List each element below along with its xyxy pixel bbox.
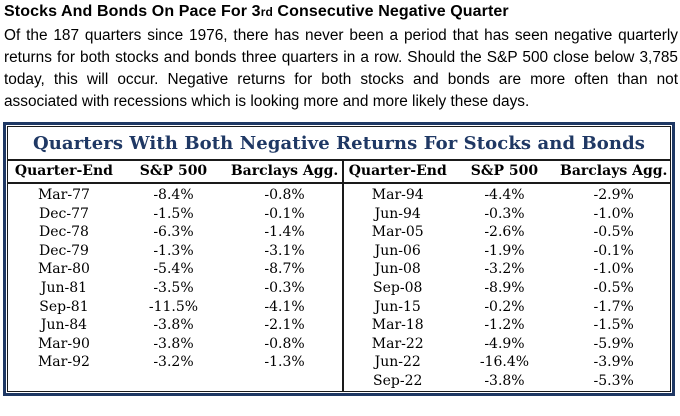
sp500-cell: -8.4% bbox=[153, 187, 194, 203]
quarter-end-cell: Dec-78 bbox=[38, 224, 89, 241]
sp500-cell: -4.9% bbox=[484, 335, 525, 352]
sp500-cell: -3.8% bbox=[153, 317, 194, 334]
barclays-cell: -0.1% bbox=[227, 204, 344, 224]
table-row: Dec-78 -6.3% -1.4% Mar-05 -2.6% -0.5% bbox=[8, 223, 670, 242]
sp500-cell: -3.2% bbox=[484, 261, 525, 278]
sp500-cell: -11.5% bbox=[148, 298, 199, 315]
barclays-cell: -1.5% bbox=[593, 317, 634, 334]
heading-text-end: Consecutive Negative Quarter bbox=[272, 3, 509, 20]
barclays-cell: -1.4% bbox=[227, 223, 344, 242]
header-barclays-right: Barclays Agg. bbox=[557, 160, 670, 184]
barclays-cell: -0.3% bbox=[227, 278, 344, 298]
returns-table-frame: Quarters With Both Negative Returns For … bbox=[3, 122, 675, 396]
sp500-cell: -1.2% bbox=[484, 317, 525, 334]
quarter-end-cell: Dec-79 bbox=[38, 242, 89, 259]
barclays-cell: -1.0% bbox=[593, 261, 634, 278]
barclays-cell: -0.8% bbox=[227, 334, 344, 354]
table-row: Sep-81 -11.5% -4.1% Jun-15 -0.2% -1.7% bbox=[8, 297, 670, 317]
barclays-cell: -2.9% bbox=[593, 187, 634, 203]
quarter-end-cell: Mar-22 bbox=[371, 335, 424, 352]
table-row: Jun-84 -3.8% -2.1% Mar-18 -1.2% -1.5% bbox=[8, 316, 670, 335]
table-row: Mar-92 -3.2% -1.3% Jun-22 -16.4% -3.9% bbox=[8, 353, 670, 372]
header-barclays-left: Barclays Agg. bbox=[227, 160, 344, 184]
barclays-cell: -1.3% bbox=[227, 353, 344, 372]
quarter-end-cell: Mar-18 bbox=[371, 317, 424, 334]
quarter-end-cell: Mar-77 bbox=[37, 187, 90, 203]
quarter-end-cell: Jun-15 bbox=[374, 298, 421, 315]
table-header-row: Quarter-End S&P 500 Barclays Agg. Quarte… bbox=[8, 160, 670, 184]
quarter-end-cell: Dec-77 bbox=[38, 205, 89, 222]
sp500-cell: -1.9% bbox=[484, 242, 525, 259]
table-row: Sep-22 -3.8% -5.3% bbox=[8, 371, 670, 391]
sp500-cell: -4.4% bbox=[484, 187, 525, 203]
table-row: Mar-77 -8.4% -0.8% Mar-94 -4.4% -2.9% bbox=[8, 183, 670, 205]
table-title-row: Quarters With Both Negative Returns For … bbox=[8, 127, 670, 161]
table-title: Quarters With Both Negative Returns For … bbox=[8, 127, 670, 161]
quarter-end-cell: Jun-94 bbox=[374, 205, 421, 222]
sp500-cell: -3.8% bbox=[153, 335, 194, 352]
table-row: Dec-77 -1.5% -0.1% Jun-94 -0.3% -1.0% bbox=[8, 204, 670, 224]
empty-cell bbox=[8, 372, 120, 391]
quarter-end-cell: Sep-22 bbox=[373, 372, 423, 389]
header-quarter-end-left: Quarter-End bbox=[8, 160, 120, 184]
quarter-end-cell: Jun-84 bbox=[40, 317, 88, 334]
barclays-cell: -0.1% bbox=[593, 242, 634, 259]
quarter-end-cell: Mar-92 bbox=[37, 354, 90, 371]
quarter-end-cell: Jun-08 bbox=[374, 261, 421, 278]
quarter-end-cell: Sep-08 bbox=[373, 279, 423, 296]
quarter-end-cell: Mar-90 bbox=[37, 335, 90, 352]
sp500-cell: -3.2% bbox=[153, 354, 194, 371]
sp500-cell: -8.9% bbox=[484, 279, 525, 296]
empty-cell bbox=[227, 371, 344, 391]
sp500-cell: -1.3% bbox=[153, 242, 194, 259]
sp500-cell: -3.5% bbox=[153, 279, 194, 296]
quarter-end-cell: Jun-06 bbox=[374, 242, 421, 259]
empty-cell bbox=[120, 372, 227, 391]
quarter-end-cell: Mar-94 bbox=[371, 187, 424, 203]
sp500-cell: -16.4% bbox=[479, 354, 530, 371]
header-quarter-end-right: Quarter-End bbox=[342, 160, 452, 184]
barclays-cell: -2.1% bbox=[227, 316, 344, 335]
sp500-cell: -6.3% bbox=[153, 224, 194, 241]
barclays-cell: -8.7% bbox=[227, 260, 344, 279]
barclays-cell: -0.5% bbox=[593, 279, 634, 296]
sp500-cell: -1.5% bbox=[153, 205, 194, 222]
barclays-cell: -5.3% bbox=[593, 372, 634, 389]
quarter-end-cell: Jun-81 bbox=[40, 279, 88, 296]
barclays-cell: -0.5% bbox=[593, 224, 634, 241]
barclays-cell: -3.9% bbox=[593, 354, 634, 371]
heading-ordinal: rd bbox=[260, 5, 273, 19]
barclays-cell: -5.9% bbox=[593, 335, 634, 352]
barclays-cell: -3.1% bbox=[227, 241, 344, 261]
barclays-cell: -1.7% bbox=[593, 298, 634, 315]
article-paragraph: Of the 187 quarters since 1976, there ha… bbox=[4, 27, 678, 110]
table-row: Mar-80 -5.4% -8.7% Jun-08 -3.2% -1.0% bbox=[8, 260, 670, 279]
table-row: Jun-81 -3.5% -0.3% Sep-08 -8.9% -0.5% bbox=[8, 278, 670, 298]
article-heading: Stocks And Bonds On Pace For 3rd Consecu… bbox=[4, 3, 677, 21]
quarter-end-cell: Mar-80 bbox=[37, 261, 90, 278]
negative-quarters-table: Quarters With Both Negative Returns For … bbox=[8, 127, 670, 391]
returns-table-inner-frame: Quarters With Both Negative Returns For … bbox=[7, 126, 671, 392]
barclays-cell: -1.0% bbox=[593, 205, 634, 222]
table-row: Dec-79 -1.3% -3.1% Jun-06 -1.9% -0.1% bbox=[8, 241, 670, 261]
barclays-cell: -4.1% bbox=[227, 297, 344, 317]
sp500-cell: -5.4% bbox=[153, 261, 194, 278]
sp500-cell: -2.6% bbox=[484, 224, 525, 241]
table-row: Mar-90 -3.8% -0.8% Mar-22 -4.9% -5.9% bbox=[8, 334, 670, 354]
barclays-cell: -0.8% bbox=[227, 183, 344, 205]
header-sp500-left: S&P 500 bbox=[119, 160, 228, 184]
quarter-end-cell: Mar-05 bbox=[371, 224, 424, 241]
header-sp500-right: S&P 500 bbox=[451, 160, 558, 184]
quarter-end-cell: Jun-22 bbox=[374, 354, 421, 371]
sp500-cell: -0.3% bbox=[484, 205, 525, 222]
sp500-cell: -3.8% bbox=[484, 372, 525, 389]
quarter-end-cell: Sep-81 bbox=[39, 298, 89, 315]
sp500-cell: -0.2% bbox=[484, 298, 525, 315]
heading-text-start: Stocks And Bonds On Pace For 3 bbox=[4, 3, 261, 20]
